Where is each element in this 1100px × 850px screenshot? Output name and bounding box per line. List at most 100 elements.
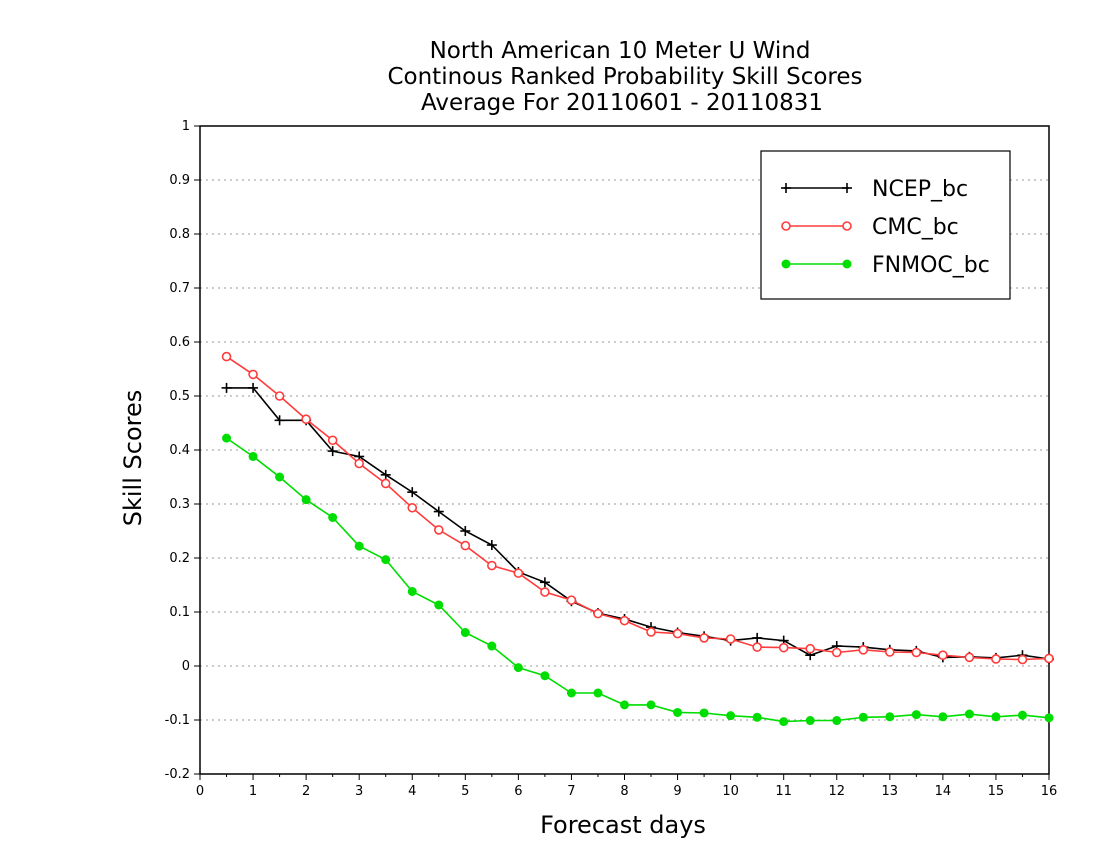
x-tick-label: 11 [775,784,792,799]
x-tick-label: 3 [355,784,363,799]
data-point-ncep-bc [248,382,259,393]
data-point-cmc-bc [327,435,338,446]
data-point-ncep-bc [460,526,471,536]
data-point-cmc-bc [487,560,497,571]
data-point-fnmoc-bc [779,717,789,727]
x-tick-label: 13 [882,784,899,799]
data-point-cmc-bc [433,525,444,535]
plot-frame [199,125,1050,775]
data-point-cmc-bc [407,502,418,513]
data-point-fnmoc-bc [858,712,868,722]
data-point-fnmoc-bc [540,671,550,681]
data-point-cmc-bc [885,647,895,657]
legend-marker-cmc-bc [842,221,852,231]
series-line-ncep-bc [226,387,1050,660]
data-point-fnmoc-bc [275,472,285,482]
y-tick-label: 0.6 [169,335,190,350]
x-tick-label: 5 [461,784,469,799]
legend: NCEP_bc CMC_bc FNMOC_bc [760,150,1011,300]
x-tick-label: 16 [1041,784,1058,799]
data-point-cmc-bc [991,654,1001,664]
data-point-fnmoc-bc [752,712,762,722]
legend-entry-ncep-bc: NCEP_bc [781,177,968,202]
x-tick-label: 9 [673,784,681,799]
data-point-ncep-bc [752,632,763,643]
data-point-cmc-bc [274,391,285,401]
data-point-cmc-bc [699,633,709,643]
data-point-cmc-bc [221,351,232,362]
series-line-cmc-bc [226,355,1050,661]
data-point-fnmoc-bc [938,712,948,722]
data-point-cmc-bc [778,642,789,653]
x-tick-label: 8 [620,784,628,799]
data-point-cmc-bc [964,652,975,663]
legend-entry-cmc-bc: CMC_bc [781,215,959,240]
data-point-cmc-bc [858,644,869,655]
y-tick-label: -0.1 [165,713,190,728]
x-axis-label: Forecast days [540,811,706,839]
data-point-cmc-bc [619,615,630,626]
legend-marker-ncep-bc [842,183,852,193]
x-tick-label: 7 [567,784,575,799]
data-point-cmc-bc [1044,653,1054,664]
data-point-ncep-bc [327,446,338,457]
legend-marker-fnmoc-bc [842,259,852,269]
data-point-fnmoc-bc [460,628,470,638]
data-point-fnmoc-bc [805,716,815,726]
y-tick-label: 0.2 [169,551,190,566]
y-tick-label: 0.7 [169,281,190,296]
x-tick-label: 6 [514,784,522,799]
data-point-fnmoc-bc [593,688,603,698]
data-point-fnmoc-bc [911,710,921,720]
data-point-cmc-bc [301,414,311,425]
data-point-fnmoc-bc [566,688,576,698]
data-point-ncep-bc [407,487,418,498]
data-point-fnmoc-bc [699,708,709,718]
chart-title-line-2: Continous Ranked Probability Skill Score… [387,64,862,90]
legend-marker-ncep-bc [781,183,791,193]
series-fnmoc-bc [222,433,1054,727]
data-point-fnmoc-bc [301,495,311,505]
legend-entry-fnmoc-bc: FNMOC_bc [781,253,990,278]
data-point-ncep-bc [486,540,497,551]
data-point-fnmoc-bc [620,700,629,710]
x-tick-label: 10 [722,784,739,799]
data-point-fnmoc-bc [1044,713,1054,723]
y-axis-label: Skill Scores [119,390,147,527]
data-series [221,351,1054,727]
y-tick-label: 0.3 [169,497,190,512]
data-point-cmc-bc [566,595,577,605]
legend-label-fnmoc-bc: FNMOC_bc [872,253,990,278]
data-point-cmc-bc [593,608,603,619]
chart-title: North American 10 Meter U Wind Continous… [387,38,862,116]
data-point-fnmoc-bc [885,712,895,722]
data-point-cmc-bc [805,643,816,654]
data-point-fnmoc-bc [646,700,656,710]
data-point-fnmoc-bc [964,709,974,719]
x-tick-label: 15 [988,784,1005,799]
series-cmc-bc [221,351,1054,665]
data-point-cmc-bc [354,458,364,469]
data-point-cmc-bc [672,628,683,639]
chart-title-line-3: Average For 20110601 - 20110831 [421,90,823,116]
data-point-fnmoc-bc [832,716,842,726]
y-tick-label: 0.8 [169,227,190,242]
data-point-cmc-bc [380,478,391,489]
data-point-cmc-bc [1017,654,1028,665]
data-point-cmc-bc [513,568,524,578]
y-tick-label: 1 [182,119,190,134]
data-point-cmc-bc [725,634,736,644]
x-tick-label: 12 [828,784,845,799]
x-tick-label: 2 [302,784,310,799]
y-tick-label: 0 [182,659,190,674]
data-point-cmc-bc [752,642,762,652]
y-tick-label: 0.5 [169,389,190,404]
data-point-fnmoc-bc [434,600,444,610]
data-point-fnmoc-bc [673,707,683,717]
x-tick-label: 1 [249,784,257,799]
legend-marker-fnmoc-bc [781,259,791,269]
y-tick-label: -0.2 [165,767,190,782]
data-point-cmc-bc [540,587,550,597]
data-point-fnmoc-bc [328,513,338,522]
